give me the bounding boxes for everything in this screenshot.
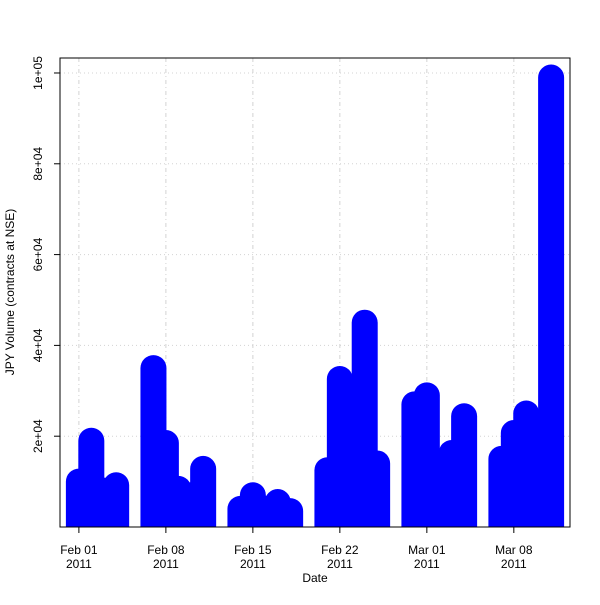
x-tick-label: Mar 01 2011 [408, 543, 446, 571]
bars [65, 64, 565, 527]
x-tick-label: Feb 15 2011 [234, 543, 272, 571]
x-tick-label: Mar 08 2011 [495, 543, 533, 571]
y-tick-label: 6e+04 [31, 237, 45, 271]
x-axis-label: Date [302, 571, 328, 585]
x-tick-label: Feb 22 2011 [321, 543, 359, 571]
y-tick-label: 2e+04 [31, 419, 45, 453]
x-tick-label: Feb 08 2011 [147, 543, 185, 571]
y-tick-label: 4e+04 [31, 328, 45, 362]
y-axis-label: JPY Volume (contracts at NSE) [3, 209, 17, 376]
plot-frame [59, 57, 571, 528]
x-tick-label: Feb 01 2011 [60, 543, 98, 571]
y-tick-label: 1e+05 [31, 56, 45, 90]
y-tick-label: 8e+04 [31, 147, 45, 181]
grid [60, 58, 570, 527]
